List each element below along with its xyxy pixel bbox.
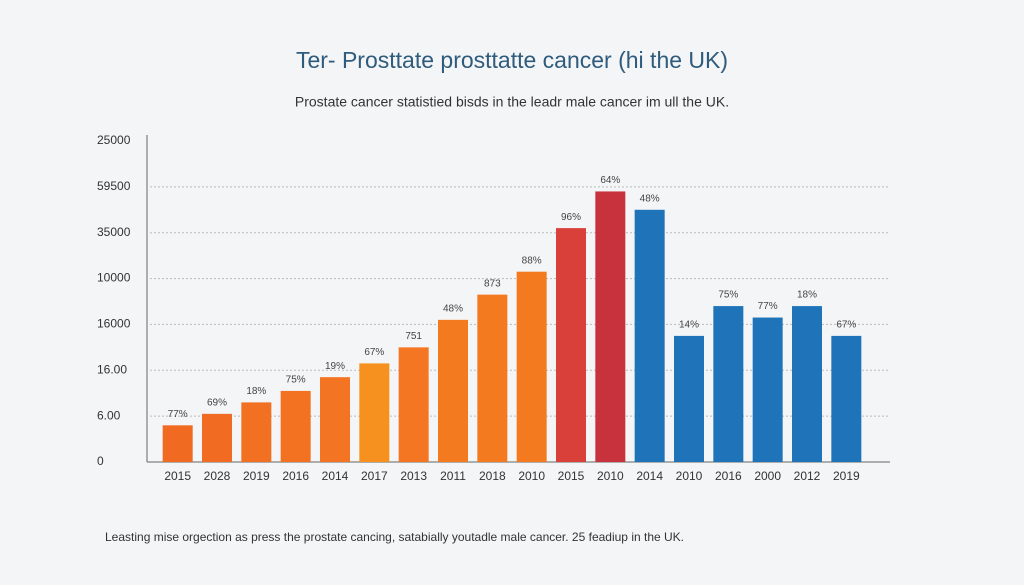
data-label: 77%	[168, 409, 188, 420]
data-label: 873	[484, 278, 501, 289]
bar	[241, 402, 272, 462]
bar	[280, 390, 311, 462]
data-label: 19%	[325, 361, 345, 372]
x-tick-label: 2012	[794, 469, 821, 483]
data-label: 69%	[207, 397, 227, 408]
bar	[359, 363, 390, 462]
x-tick-label: 2011	[440, 469, 466, 483]
bar	[516, 271, 547, 462]
y-tick-label: 6.00	[97, 408, 121, 422]
bar	[556, 228, 586, 462]
x-tick-label: 2010	[518, 469, 545, 483]
data-label: 14%	[679, 320, 699, 331]
y-tick-label: 10000	[97, 271, 131, 285]
y-tick-label: 16000	[97, 317, 131, 331]
data-label: 75%	[286, 375, 306, 386]
data-label: 18%	[246, 386, 266, 397]
bar	[674, 335, 704, 462]
y-tick-label: 0	[97, 454, 104, 468]
y-tick-label: 35000	[97, 225, 131, 239]
x-tick-label: 2014	[636, 469, 663, 483]
x-tick-label: 2016	[715, 469, 742, 483]
data-label: 48%	[640, 193, 660, 204]
x-tick-label: 2016	[282, 469, 309, 483]
y-tick-label: 59500	[97, 179, 131, 193]
bar	[831, 335, 862, 462]
bar	[634, 209, 665, 462]
chart-title: Ter- Prosttate prosttatte cancer (hi the…	[296, 47, 728, 73]
bar	[477, 294, 508, 462]
x-tick-label: 2019	[243, 469, 270, 483]
bar	[162, 425, 193, 462]
y-tick-label: 25000	[97, 133, 131, 147]
x-tick-label: 2018	[479, 469, 506, 483]
x-tick-label: 2014	[322, 469, 349, 483]
bar	[438, 319, 468, 462]
x-tick-label: 2000	[754, 469, 781, 483]
y-tick-label: 16.00	[97, 362, 127, 376]
bar	[202, 413, 232, 462]
data-label: 18%	[797, 290, 817, 301]
x-tick-label: 2010	[597, 469, 624, 483]
x-tick-label: 2015	[164, 469, 191, 483]
bar	[792, 306, 822, 462]
chart-subtitle: Prostate cancer statistied bisds in the …	[295, 94, 729, 110]
data-label: 77%	[758, 301, 778, 312]
data-label: 96%	[561, 212, 581, 223]
x-tick-label: 2010	[676, 469, 703, 483]
bar	[595, 191, 626, 462]
bar	[752, 317, 783, 462]
bar	[320, 377, 350, 462]
data-label: 48%	[443, 303, 463, 314]
x-tick-label: 2028	[204, 469, 231, 483]
data-label: 751	[405, 331, 422, 342]
data-label: 67%	[836, 320, 856, 331]
x-tick-label: 2015	[558, 469, 585, 483]
x-tick-label: 2019	[833, 469, 860, 483]
data-label: 88%	[522, 255, 542, 266]
data-label: 75%	[718, 290, 738, 301]
bar	[398, 347, 429, 462]
x-tick-label: 2017	[361, 469, 388, 483]
data-label: 64%	[600, 175, 620, 186]
data-label: 67%	[364, 347, 384, 358]
x-tick-label: 2013	[400, 469, 427, 483]
bar	[713, 306, 744, 462]
footnote: Leasting mise orgection as press the pro…	[105, 530, 684, 544]
